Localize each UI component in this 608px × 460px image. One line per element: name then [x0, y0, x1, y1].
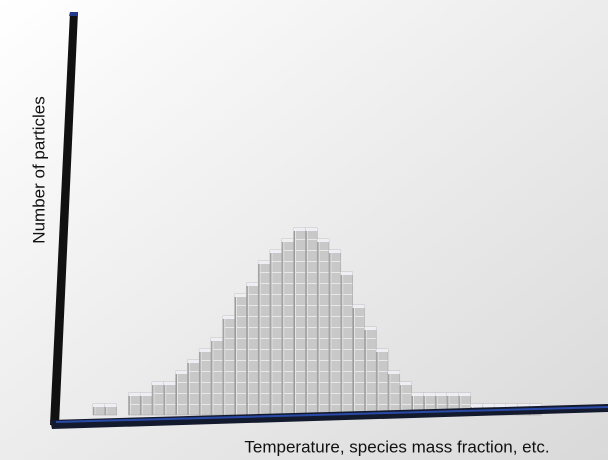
bar-top — [412, 393, 424, 396]
bar-top — [258, 261, 270, 264]
bar-top — [93, 404, 105, 407]
bar — [282, 239, 294, 415]
x-axis-label: Temperature, species mass fraction, etc. — [244, 437, 549, 456]
bar — [199, 349, 211, 415]
bar — [258, 261, 270, 415]
bar-top — [187, 360, 199, 363]
bar-top — [471, 404, 483, 407]
bar-top — [282, 239, 294, 242]
bar-top — [140, 393, 152, 396]
bar-top — [364, 327, 376, 330]
bar — [246, 283, 258, 415]
bar — [140, 393, 152, 415]
bar — [152, 382, 164, 415]
bar — [353, 305, 365, 415]
bar-top — [353, 305, 365, 308]
bar — [223, 316, 235, 415]
bar — [376, 349, 388, 415]
bar-top — [317, 239, 329, 242]
bar — [294, 228, 306, 415]
bar-top — [482, 404, 494, 407]
bar-top — [176, 371, 188, 374]
bar-top — [211, 338, 223, 341]
y-axis-cap — [69, 12, 78, 16]
bar-top — [246, 283, 258, 286]
bar-top — [435, 393, 447, 396]
bar — [164, 382, 176, 415]
bar — [128, 393, 140, 415]
bar-top — [152, 382, 164, 385]
bar — [341, 272, 353, 415]
bar — [329, 250, 341, 415]
bar — [176, 371, 188, 415]
bar — [211, 338, 223, 415]
bar — [364, 327, 376, 415]
bar-top — [199, 349, 211, 352]
bar-top — [270, 250, 282, 253]
bar-top — [494, 404, 506, 407]
bar-top — [447, 393, 459, 396]
bar — [235, 294, 247, 415]
bar-top — [305, 228, 317, 231]
bar-top — [329, 250, 341, 253]
bar — [388, 371, 400, 415]
bar — [187, 360, 199, 415]
bar-top — [223, 316, 235, 319]
bar-top — [388, 371, 400, 374]
bar-top — [341, 272, 353, 275]
bar-top — [459, 393, 471, 396]
bar-top — [128, 393, 140, 396]
bar-top — [105, 404, 117, 407]
bar-top — [400, 382, 412, 385]
bar-top — [506, 404, 518, 407]
bar-top — [294, 228, 306, 231]
bar — [305, 228, 317, 415]
bar-top — [376, 349, 388, 352]
bar-top — [164, 382, 176, 385]
bar-top — [235, 294, 247, 297]
bar — [317, 239, 329, 415]
y-axis-label: Number of particles — [29, 96, 48, 243]
bar-top — [423, 393, 435, 396]
chart: Number of particles Temperature, species… — [0, 0, 608, 460]
bar — [270, 250, 282, 415]
